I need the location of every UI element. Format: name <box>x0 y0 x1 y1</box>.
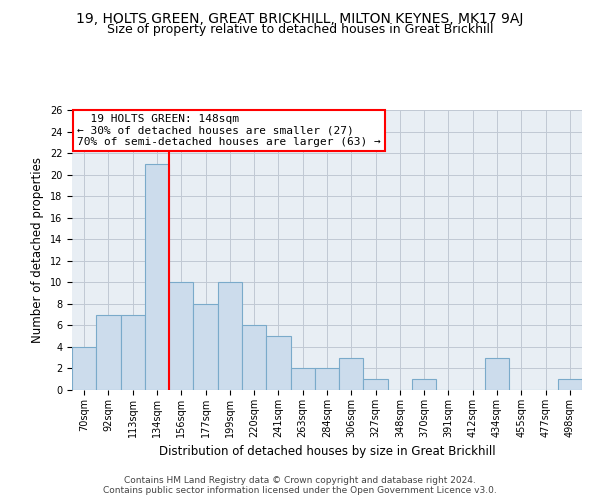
Bar <box>412 379 436 390</box>
Text: 19 HOLTS GREEN: 148sqm
← 30% of detached houses are smaller (27)
70% of semi-det: 19 HOLTS GREEN: 148sqm ← 30% of detached… <box>77 114 381 148</box>
Bar <box>485 358 509 390</box>
Y-axis label: Number of detached properties: Number of detached properties <box>31 157 44 343</box>
Bar <box>193 304 218 390</box>
Bar <box>72 347 96 390</box>
Bar <box>169 282 193 390</box>
Bar <box>266 336 290 390</box>
Bar <box>339 358 364 390</box>
Bar <box>145 164 169 390</box>
Text: Contains HM Land Registry data © Crown copyright and database right 2024.: Contains HM Land Registry data © Crown c… <box>124 476 476 485</box>
Bar <box>242 326 266 390</box>
Bar <box>364 379 388 390</box>
Text: Size of property relative to detached houses in Great Brickhill: Size of property relative to detached ho… <box>107 22 493 36</box>
Text: Contains public sector information licensed under the Open Government Licence v3: Contains public sector information licen… <box>103 486 497 495</box>
Bar <box>218 282 242 390</box>
Text: 19, HOLTS GREEN, GREAT BRICKHILL, MILTON KEYNES, MK17 9AJ: 19, HOLTS GREEN, GREAT BRICKHILL, MILTON… <box>76 12 524 26</box>
Bar <box>96 314 121 390</box>
X-axis label: Distribution of detached houses by size in Great Brickhill: Distribution of detached houses by size … <box>158 446 496 458</box>
Bar <box>121 314 145 390</box>
Bar <box>290 368 315 390</box>
Bar <box>315 368 339 390</box>
Bar <box>558 379 582 390</box>
